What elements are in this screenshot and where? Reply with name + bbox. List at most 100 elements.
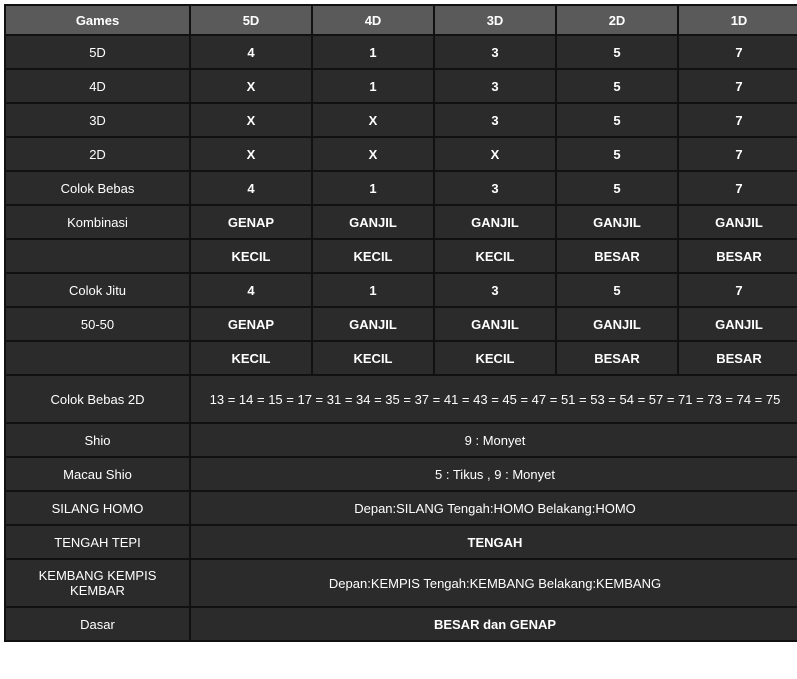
cell-value: 7 — [679, 104, 797, 136]
cell-value: 1 — [313, 70, 433, 102]
table-row-span: DasarBESAR dan GENAP — [6, 608, 797, 640]
row-label: Colok Bebas — [6, 172, 189, 204]
cell-value: GANJIL — [557, 206, 677, 238]
row-label: KEMBANG KEMPIS KEMBAR — [6, 560, 189, 606]
cell-value: 7 — [679, 138, 797, 170]
cell-value: KECIL — [435, 240, 555, 272]
cell-value: 4 — [191, 36, 311, 68]
cell-value: 3 — [435, 274, 555, 306]
cell-value: 4 — [191, 172, 311, 204]
row-label: 4D — [6, 70, 189, 102]
cell-value: 3 — [435, 36, 555, 68]
cell-value: KECIL — [191, 240, 311, 272]
cell-value: GANJIL — [679, 206, 797, 238]
row-label: 5D — [6, 36, 189, 68]
row-label — [6, 342, 189, 374]
row-label — [6, 240, 189, 272]
cell-value: 7 — [679, 70, 797, 102]
cell-value: 1 — [313, 274, 433, 306]
cell-value: 3 — [435, 70, 555, 102]
span-value: TENGAH — [191, 526, 797, 558]
cell-value: 5 — [557, 274, 677, 306]
cell-value: 5 — [557, 70, 677, 102]
cell-value: 1 — [313, 172, 433, 204]
table-row-span: KEMBANG KEMPIS KEMBARDepan:KEMPIS Tengah… — [6, 560, 797, 606]
table-row: KECILKECILKECILBESARBESAR — [6, 342, 797, 374]
table-row: 4DX1357 — [6, 70, 797, 102]
cell-value: 5 — [557, 36, 677, 68]
cell-value: BESAR — [679, 240, 797, 272]
cell-value: X — [313, 104, 433, 136]
row-label: Dasar — [6, 608, 189, 640]
cell-value: 7 — [679, 274, 797, 306]
cell-value: X — [191, 104, 311, 136]
table-header: Games 5D 4D 3D 2D 1D — [6, 6, 797, 34]
row-label: TENGAH TEPI — [6, 526, 189, 558]
row-label: SILANG HOMO — [6, 492, 189, 524]
header-1d: 1D — [679, 6, 797, 34]
games-table: Games 5D 4D 3D 2D 1D 5D413574DX13573DXX3… — [4, 4, 797, 642]
row-label: Colok Bebas 2D — [6, 376, 189, 422]
cell-value: GANJIL — [313, 206, 433, 238]
cell-value: KECIL — [435, 342, 555, 374]
cell-value: GENAP — [191, 206, 311, 238]
table-row-span: Colok Bebas 2D13 = 14 = 15 = 17 = 31 = 3… — [6, 376, 797, 422]
cell-value: KECIL — [313, 342, 433, 374]
table-row: KECILKECILKECILBESARBESAR — [6, 240, 797, 272]
header-4d: 4D — [313, 6, 433, 34]
header-games: Games — [6, 6, 189, 34]
header-5d: 5D — [191, 6, 311, 34]
row-label: Colok Jitu — [6, 274, 189, 306]
span-value: Depan:KEMPIS Tengah:KEMBANG Belakang:KEM… — [191, 560, 797, 606]
table-row: 50-50GENAPGANJILGANJILGANJILGANJIL — [6, 308, 797, 340]
cell-value: BESAR — [557, 342, 677, 374]
cell-value: X — [435, 138, 555, 170]
cell-value: X — [191, 138, 311, 170]
cell-value: 5 — [557, 138, 677, 170]
row-label: Kombinasi — [6, 206, 189, 238]
cell-value: BESAR — [557, 240, 677, 272]
cell-value: GANJIL — [557, 308, 677, 340]
cell-value: GANJIL — [435, 206, 555, 238]
table-row-span: TENGAH TEPITENGAH — [6, 526, 797, 558]
span-value: Depan:SILANG Tengah:HOMO Belakang:HOMO — [191, 492, 797, 524]
cell-value: 3 — [435, 104, 555, 136]
cell-value: X — [313, 138, 433, 170]
header-3d: 3D — [435, 6, 555, 34]
table-row: Colok Jitu41357 — [6, 274, 797, 306]
cell-value: 3 — [435, 172, 555, 204]
span-value: 5 : Tikus , 9 : Monyet — [191, 458, 797, 490]
cell-value: GANJIL — [313, 308, 433, 340]
row-label: 2D — [6, 138, 189, 170]
table-body: 5D413574DX13573DXX3572DXXX57Colok Bebas4… — [6, 36, 797, 640]
table-row: KombinasiGENAPGANJILGANJILGANJILGANJIL — [6, 206, 797, 238]
cell-value: 5 — [557, 104, 677, 136]
cell-value: 7 — [679, 36, 797, 68]
cell-value: GANJIL — [679, 308, 797, 340]
table-row: Colok Bebas41357 — [6, 172, 797, 204]
cell-value: X — [191, 70, 311, 102]
row-label: 3D — [6, 104, 189, 136]
table-row: 2DXXX57 — [6, 138, 797, 170]
cell-value: GENAP — [191, 308, 311, 340]
cell-value: 4 — [191, 274, 311, 306]
row-label: Shio — [6, 424, 189, 456]
span-value: BESAR dan GENAP — [191, 608, 797, 640]
cell-value: KECIL — [313, 240, 433, 272]
table-row-span: SILANG HOMODepan:SILANG Tengah:HOMO Bela… — [6, 492, 797, 524]
table-row: 5D41357 — [6, 36, 797, 68]
cell-value: 7 — [679, 172, 797, 204]
cell-value: KECIL — [191, 342, 311, 374]
span-value: 13 = 14 = 15 = 17 = 31 = 34 = 35 = 37 = … — [191, 376, 797, 422]
cell-value: GANJIL — [435, 308, 555, 340]
table-row-span: Macau Shio5 : Tikus , 9 : Monyet — [6, 458, 797, 490]
cell-value: BESAR — [679, 342, 797, 374]
table-row-span: Shio9 : Monyet — [6, 424, 797, 456]
cell-value: 1 — [313, 36, 433, 68]
row-label: 50-50 — [6, 308, 189, 340]
row-label: Macau Shio — [6, 458, 189, 490]
table-row: 3DXX357 — [6, 104, 797, 136]
cell-value: 5 — [557, 172, 677, 204]
span-value: 9 : Monyet — [191, 424, 797, 456]
header-2d: 2D — [557, 6, 677, 34]
